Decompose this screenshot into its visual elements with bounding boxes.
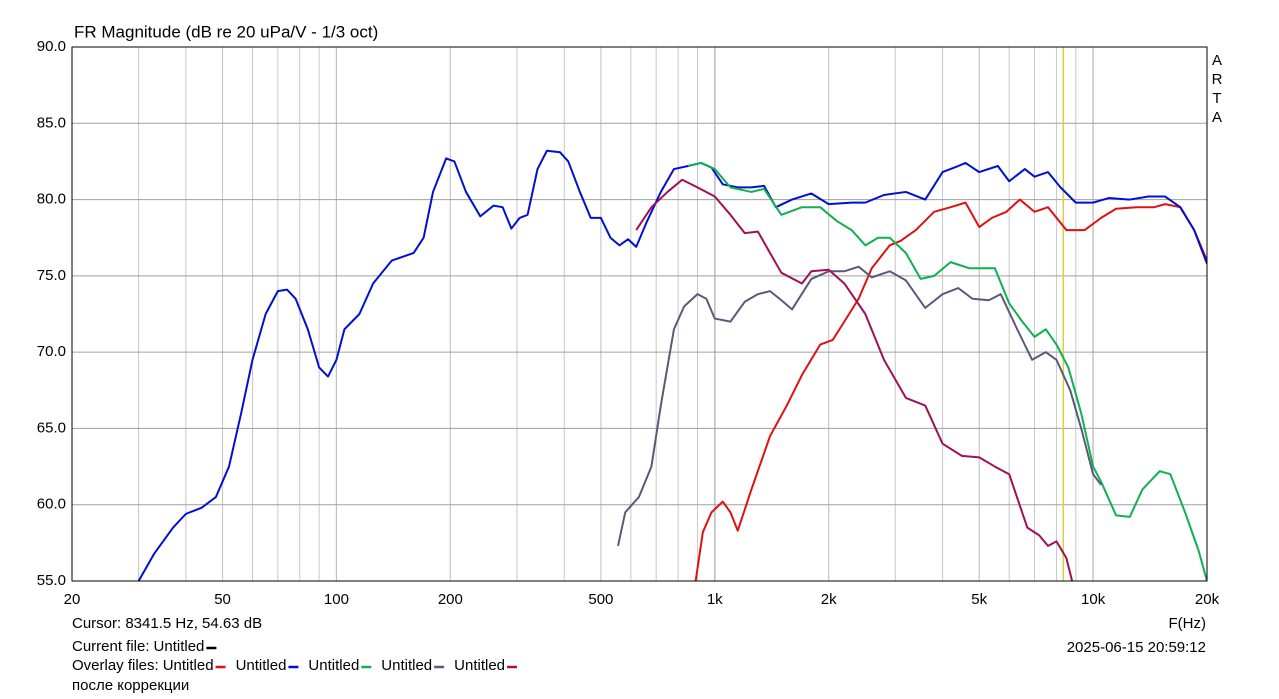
- series-line: [137, 149, 1207, 581]
- series-line: [635, 178, 1074, 581]
- chart-title: FR Magnitude (dB re 20 uPa/V - 1/3 oct): [74, 22, 378, 41]
- current-file-label: Current file:: [72, 638, 150, 655]
- legend-entry: Untitled: [381, 657, 432, 674]
- y-tick-label: 70.0: [37, 343, 66, 360]
- y-tick-label: 75.0: [37, 267, 66, 284]
- y-tick-label: 55.0: [37, 572, 66, 589]
- x-axis-label: F(Hz): [1169, 615, 1207, 632]
- series-line: [694, 198, 1207, 581]
- legend-entry: Untitled: [163, 657, 214, 674]
- x-tick-label: 2k: [821, 591, 837, 608]
- plot-lines: [137, 149, 1207, 581]
- y-tick-label: 60.0: [37, 496, 66, 513]
- x-tick-label: 20: [64, 591, 81, 608]
- plot-frame: [71, 46, 1208, 582]
- legend-entry: Untitled: [308, 657, 359, 674]
- y-tick-label: 90.0: [37, 38, 66, 55]
- x-tick-label: 200: [438, 591, 463, 608]
- note: после коррекции: [72, 677, 189, 694]
- x-tick-label: 500: [588, 591, 613, 608]
- y-tick-label: 85.0: [37, 114, 66, 131]
- x-tick-label: 20k: [1195, 591, 1220, 608]
- overlay-label: Overlay files:: [72, 657, 159, 674]
- series-line: [687, 161, 1207, 581]
- x-tick-label: 10k: [1081, 591, 1106, 608]
- x-tick-label: 100: [324, 591, 349, 608]
- cursor-readout: Cursor: 8341.5 Hz, 54.63 dB: [72, 615, 262, 632]
- legend-entry: Untitled: [454, 657, 505, 674]
- x-tick-label: 50: [214, 591, 231, 608]
- y-tick-label: 65.0: [37, 419, 66, 436]
- x-tick-label: 1k: [707, 591, 723, 608]
- x-tick-label: 5k: [971, 591, 987, 608]
- legend-entry: Untitled: [236, 657, 287, 674]
- current-file: Untitled: [154, 638, 205, 655]
- series-line: [617, 265, 1102, 547]
- timestamp: 2025-06-15 20:59:12: [1067, 639, 1206, 656]
- y-tick-label: 80.0: [37, 191, 66, 208]
- watermark: ARTA: [1209, 52, 1226, 128]
